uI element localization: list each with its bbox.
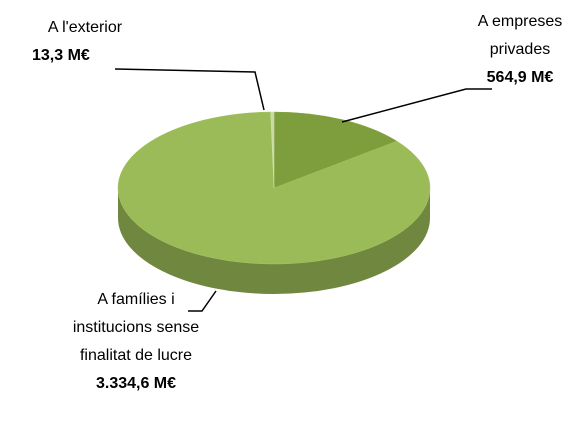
leader-line: [188, 290, 217, 312]
leader-line: [114, 68, 265, 111]
slice-label: A l'exterior: [47, 19, 123, 36]
label-group: A empreses privades 564,9 M€: [460, 8, 580, 92]
slice: [117, 111, 431, 265]
value-label: 564,9 M€: [486, 69, 554, 86]
label-group: A famílies i institucions sense finalita…: [70, 286, 202, 398]
slice-label: A empreses privades: [477, 13, 563, 58]
value-label: 3.334,6 M€: [95, 375, 177, 392]
label-group: A l'exterior 13,3 M€: [10, 14, 160, 70]
slice-label: A famílies i institucions sense finalita…: [72, 291, 200, 364]
leader-line: [341, 88, 492, 123]
pie-sides: [118, 188, 430, 294]
slice: [273, 111, 398, 189]
slice: [270, 111, 275, 189]
value-label: 13,3 M€: [32, 47, 90, 64]
slice-side: [118, 188, 430, 294]
pie-tops: [117, 111, 431, 265]
